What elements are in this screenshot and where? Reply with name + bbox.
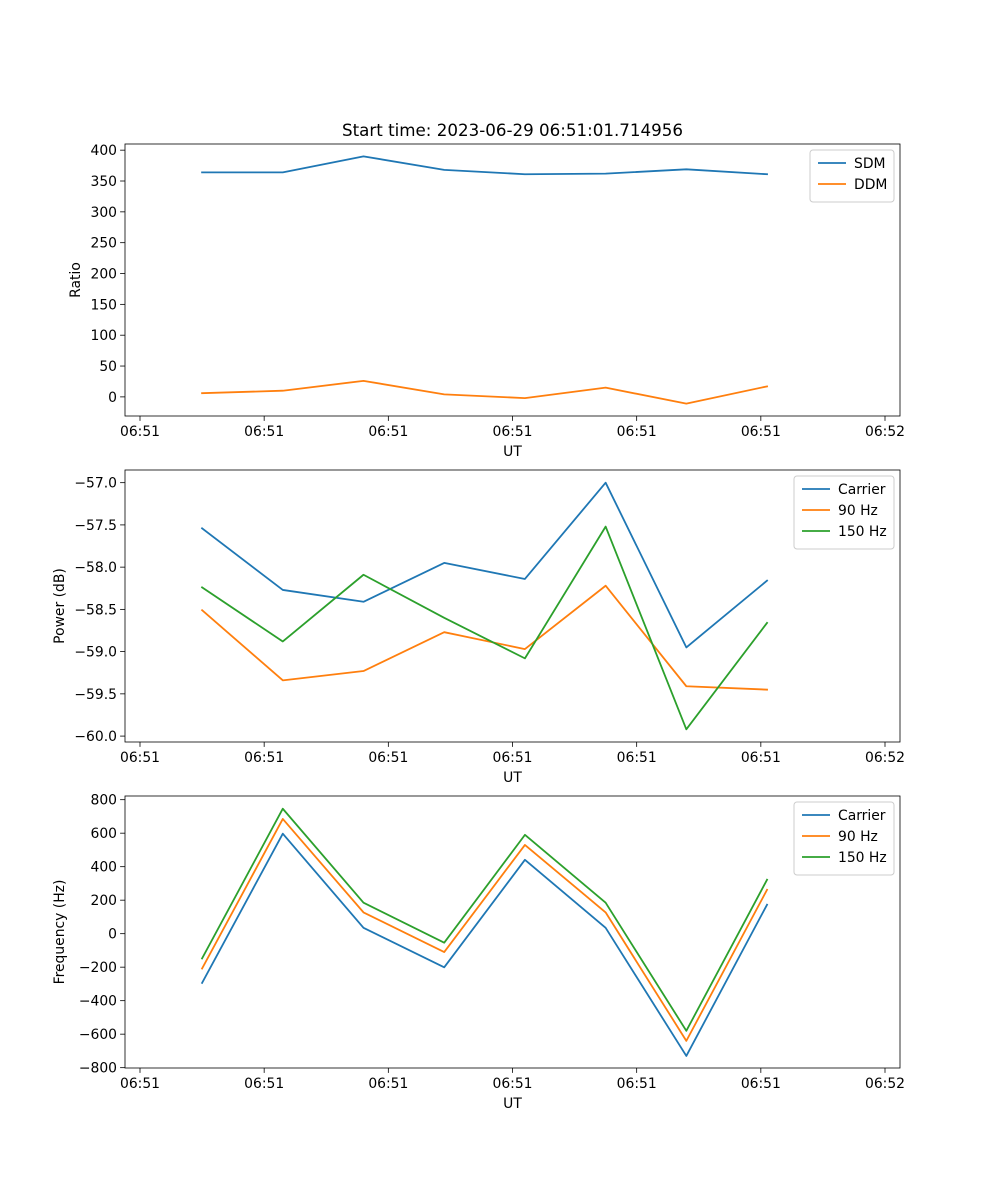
chart-title: Start time: 2023-06-29 06:51:01.714956: [342, 120, 683, 140]
y-tick-label: 0: [108, 927, 117, 943]
y-tick-label: −58.0: [74, 560, 117, 576]
y-tick-label: 200: [90, 267, 117, 283]
x-axis-label: UT: [503, 1096, 522, 1112]
y-tick-label: −57.0: [74, 476, 117, 492]
series-line-90-hz: [200, 818, 769, 1042]
y-tick-label: 200: [90, 893, 117, 909]
x-axis-label: UT: [503, 444, 522, 460]
y-tick-label: −58.5: [74, 602, 117, 618]
x-tick-label: 06:51: [741, 750, 781, 766]
series-line-ddm: [201, 379, 769, 405]
y-tick-label: −57.5: [74, 518, 117, 534]
y-tick-label: −400: [79, 994, 117, 1010]
y-tick-label: 800: [90, 793, 117, 809]
y-tick-label: 400: [90, 143, 117, 159]
y-tick-label: 150: [90, 297, 117, 313]
x-tick-label: 06:51: [617, 424, 657, 440]
panels: 0 50 100 150 200 250 300 350 400 06:51 06:51 06:51 0…: [52, 143, 905, 1112]
x-tick-label: 06:52: [865, 424, 905, 440]
legend-label: Carrier: [838, 482, 886, 498]
x-tick-label: 06:51: [120, 750, 160, 766]
series-line-150-hz: [200, 525, 769, 731]
x-tick-label: 06:51: [120, 424, 160, 440]
panel-1: 0 50 100 150 200 250 300 350 400 06:51 06:51 06:51 0…: [68, 143, 905, 460]
series-line-carrier: [200, 481, 769, 649]
y-tick-label: 0: [108, 390, 117, 406]
legend-label: DDM: [854, 177, 887, 193]
y-axis-label: Ratio: [68, 262, 84, 298]
x-tick-label: 06:51: [244, 750, 284, 766]
y-tick-label: −59.0: [74, 645, 117, 661]
series-line-90-hz: [200, 584, 768, 691]
x-tick-label: 06:51: [741, 1076, 781, 1092]
series-line-carrier: [200, 832, 769, 1057]
x-tick-label: 06:51: [368, 1076, 408, 1092]
panel-3: −800 −600 −400 −200 0 200 400 600 800 06:51 06:51 0…: [52, 793, 905, 1112]
x-tick-label: 06:51: [244, 1076, 284, 1092]
x-tick-label: 06:51: [120, 1076, 160, 1092]
y-axis-label: Frequency (Hz): [52, 880, 68, 985]
y-tick-label: −800: [79, 1061, 117, 1077]
y-tick-label: −200: [79, 960, 117, 976]
panel-2: −60.0 −59.5 −59.0 −58.5 −58.0 −57.5 −57.0 06:51…: [52, 469, 905, 786]
x-tick-label: 06:51: [617, 1076, 657, 1092]
legend-label: 90 Hz: [838, 829, 878, 845]
x-tick-label: 06:51: [492, 1076, 532, 1092]
y-tick-label: −600: [79, 1027, 117, 1043]
y-tick-label: 250: [90, 236, 117, 252]
y-tick-label: −60.0: [74, 729, 117, 745]
y-tick-label: 350: [90, 174, 117, 190]
series-line-sdm: [201, 155, 768, 176]
x-tick-label: 06:51: [492, 424, 532, 440]
y-tick-label: 100: [90, 328, 117, 344]
x-tick-label: 06:51: [368, 424, 408, 440]
x-tick-label: 06:51: [617, 750, 657, 766]
y-tick-label: 600: [90, 826, 117, 842]
x-tick-label: 06:52: [865, 1076, 905, 1092]
x-tick-label: 06:52: [865, 750, 905, 766]
y-axis-label: Power (dB): [52, 568, 68, 644]
legend-label: 150 Hz: [838, 850, 887, 866]
series-line-150-hz: [200, 807, 769, 1032]
x-tick-label: 06:51: [492, 750, 532, 766]
x-tick-label: 06:51: [244, 424, 284, 440]
legend-label: Carrier: [838, 808, 886, 824]
legend-label: 150 Hz: [838, 524, 887, 540]
y-tick-label: −59.5: [74, 687, 117, 703]
y-tick-label: 50: [99, 359, 117, 375]
x-tick-label: 06:51: [368, 750, 408, 766]
legend-label: 90 Hz: [838, 503, 878, 519]
legend-label: SDM: [854, 156, 886, 172]
y-tick-label: 400: [90, 860, 117, 876]
y-tick-label: 300: [90, 205, 117, 221]
x-axis-label: UT: [503, 770, 522, 786]
x-tick-label: 06:51: [741, 424, 781, 440]
